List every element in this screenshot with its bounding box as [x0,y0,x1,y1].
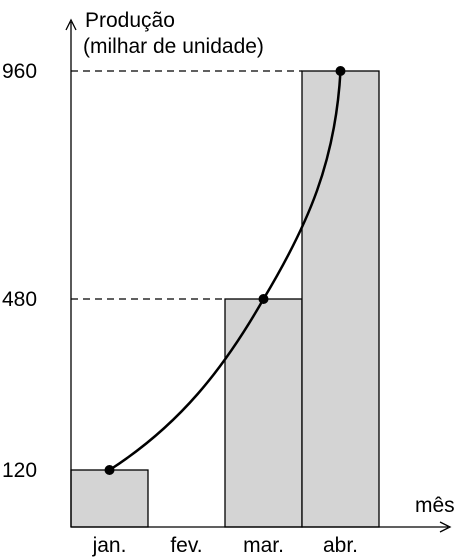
bar-jan [70,469,149,528]
x-tick-label-jan: jan. [92,534,127,557]
y-tick-labels: 120 480 960 [2,60,37,482]
y-tick-label-480: 480 [2,288,37,311]
bars [70,70,380,528]
bar-mar [224,298,303,528]
y-tick-label-120: 120 [2,459,37,482]
axes [65,18,452,533]
x-tick-labels: jan. fev. mar. abr. [92,534,358,557]
x-axis-arrow-icon [439,521,452,533]
curve-points [104,66,346,475]
x-tick-label-mar: mar. [243,534,284,557]
y-axis-arrow-icon [65,18,77,31]
x-axis-title: mês [415,494,455,517]
curve-point-120 [104,465,115,475]
y-axis-title-line1: Produção [85,9,175,32]
curve-point-480 [258,294,269,304]
y-tick-label-960: 960 [2,60,37,83]
bar-abr [301,70,380,528]
x-tick-label-abr: abr. [323,534,358,557]
x-tick-label-fev: fev. [170,534,202,557]
guide-lines [71,70,302,300]
y-axis-title-line2: (milhar de unidade) [83,35,264,58]
curve-point-960 [335,66,346,76]
